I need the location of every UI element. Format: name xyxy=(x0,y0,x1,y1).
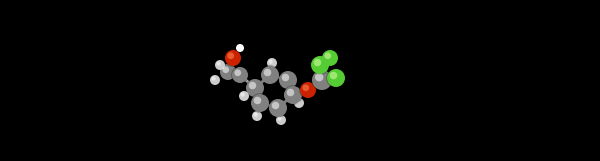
Circle shape xyxy=(239,91,249,101)
Circle shape xyxy=(325,52,331,59)
Circle shape xyxy=(217,62,221,66)
Circle shape xyxy=(241,93,245,97)
Circle shape xyxy=(300,82,316,98)
Circle shape xyxy=(232,67,248,83)
Circle shape xyxy=(311,56,329,74)
Circle shape xyxy=(327,69,345,87)
Circle shape xyxy=(272,102,279,109)
Circle shape xyxy=(277,117,282,121)
Circle shape xyxy=(236,44,244,52)
Circle shape xyxy=(314,59,321,66)
Circle shape xyxy=(287,89,294,96)
Circle shape xyxy=(315,73,323,81)
Circle shape xyxy=(220,64,236,80)
Circle shape xyxy=(251,94,269,112)
Circle shape xyxy=(261,66,279,84)
Circle shape xyxy=(330,72,337,79)
Circle shape xyxy=(294,98,304,108)
Circle shape xyxy=(210,75,220,85)
Circle shape xyxy=(282,74,289,81)
Circle shape xyxy=(227,52,234,59)
Circle shape xyxy=(235,69,241,76)
Circle shape xyxy=(223,66,229,73)
Circle shape xyxy=(267,58,277,68)
Circle shape xyxy=(264,69,271,76)
Circle shape xyxy=(269,60,273,64)
Circle shape xyxy=(276,115,286,125)
Circle shape xyxy=(302,84,309,91)
Circle shape xyxy=(246,79,264,97)
Circle shape xyxy=(284,86,302,104)
Circle shape xyxy=(252,111,262,121)
Circle shape xyxy=(212,76,216,81)
Circle shape xyxy=(237,45,241,49)
Circle shape xyxy=(215,60,225,70)
Circle shape xyxy=(254,97,261,104)
Circle shape xyxy=(254,113,258,117)
Circle shape xyxy=(225,50,241,66)
Circle shape xyxy=(296,99,300,104)
Circle shape xyxy=(279,71,297,89)
Circle shape xyxy=(322,50,338,66)
Circle shape xyxy=(312,70,332,90)
Circle shape xyxy=(249,82,256,89)
Circle shape xyxy=(269,99,287,117)
